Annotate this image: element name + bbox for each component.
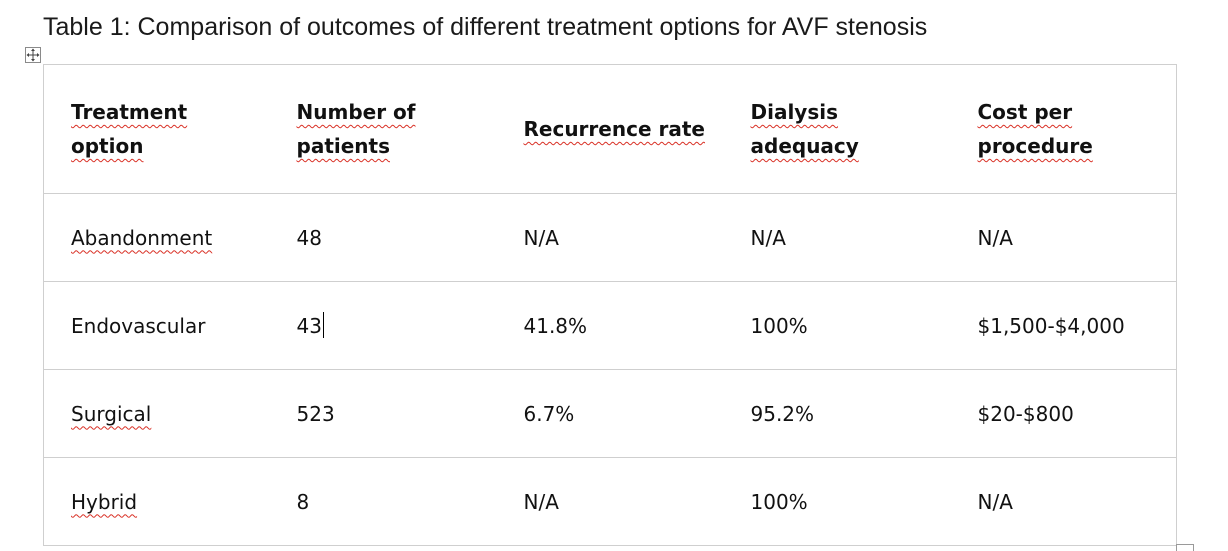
header-text-line1: Recurrence rate	[523, 117, 705, 141]
cell-treatment[interactable]: Hybrid	[43, 457, 270, 546]
header-cell-cost-per-procedure[interactable]: Cost per procedure	[950, 64, 1177, 194]
cell-text: Abandonment	[71, 225, 213, 250]
cell-patients[interactable]: 523	[269, 369, 497, 458]
table-caption: Table 1: Comparison of outcomes of diffe…	[43, 13, 928, 41]
table-row: Surgical 523 6.7% 95.2% $20-$800	[43, 369, 1177, 458]
header-cell-number-of-patients[interactable]: Number of patients	[269, 64, 497, 194]
cell-recurrence[interactable]: N/A	[496, 457, 724, 546]
header-cell-treatment-option[interactable]: Treatment option	[43, 64, 270, 194]
cell-text: Hybrid	[71, 489, 138, 514]
header-text-line1: Dialysis	[750, 100, 839, 124]
cell-patients[interactable]: 43	[269, 281, 497, 370]
four-arrows-move-icon	[26, 48, 40, 62]
cell-cost[interactable]: $20-$800	[950, 369, 1177, 458]
table-row: Endovascular 43 41.8% 100% $1,500-$4,000	[43, 281, 1177, 370]
cell-recurrence[interactable]: 6.7%	[496, 369, 724, 458]
cell-cost[interactable]: N/A	[950, 457, 1177, 546]
text-cursor	[322, 311, 324, 338]
cell-cost[interactable]: N/A	[950, 193, 1177, 282]
cell-adequacy[interactable]: 100%	[723, 281, 951, 370]
header-cell-recurrence-rate[interactable]: Recurrence rate	[496, 64, 724, 194]
cell-treatment[interactable]: Endovascular	[43, 281, 270, 370]
cell-treatment[interactable]: Abandonment	[43, 193, 270, 282]
cell-text: Surgical	[71, 401, 152, 426]
table-header-row: Treatment option Number of patients Recu…	[43, 64, 1177, 194]
header-text-line2: procedure	[977, 134, 1093, 158]
cell-patients[interactable]: 8	[269, 457, 497, 546]
cell-cost[interactable]: $1,500-$4,000	[950, 281, 1177, 370]
header-text-line2: patients	[296, 134, 391, 158]
header-text-line2: option	[71, 134, 144, 158]
header-cell-dialysis-adequacy[interactable]: Dialysis adequacy	[723, 64, 951, 194]
cell-adequacy[interactable]: 95.2%	[723, 369, 951, 458]
cell-patients[interactable]: 48	[269, 193, 497, 282]
table-move-handle-icon[interactable]	[25, 47, 41, 63]
cell-recurrence[interactable]: 41.8%	[496, 281, 724, 370]
header-text-line2: adequacy	[750, 134, 859, 158]
header-text-line1: Number of	[296, 100, 416, 124]
cell-treatment[interactable]: Surgical	[43, 369, 270, 458]
table-row: Abandonment 48 N/A N/A N/A	[43, 193, 1177, 282]
table-resize-handle[interactable]	[1176, 544, 1194, 551]
table-row: Hybrid 8 N/A 100% N/A	[43, 457, 1177, 546]
cell-text: 43	[296, 313, 322, 338]
comparison-table[interactable]: Treatment option Number of patients Recu…	[43, 64, 1177, 546]
header-text-line1: Treatment	[71, 100, 188, 124]
cell-adequacy[interactable]: N/A	[723, 193, 951, 282]
cell-recurrence[interactable]: N/A	[496, 193, 724, 282]
header-text-line1: Cost per	[977, 100, 1073, 124]
cell-adequacy[interactable]: 100%	[723, 457, 951, 546]
